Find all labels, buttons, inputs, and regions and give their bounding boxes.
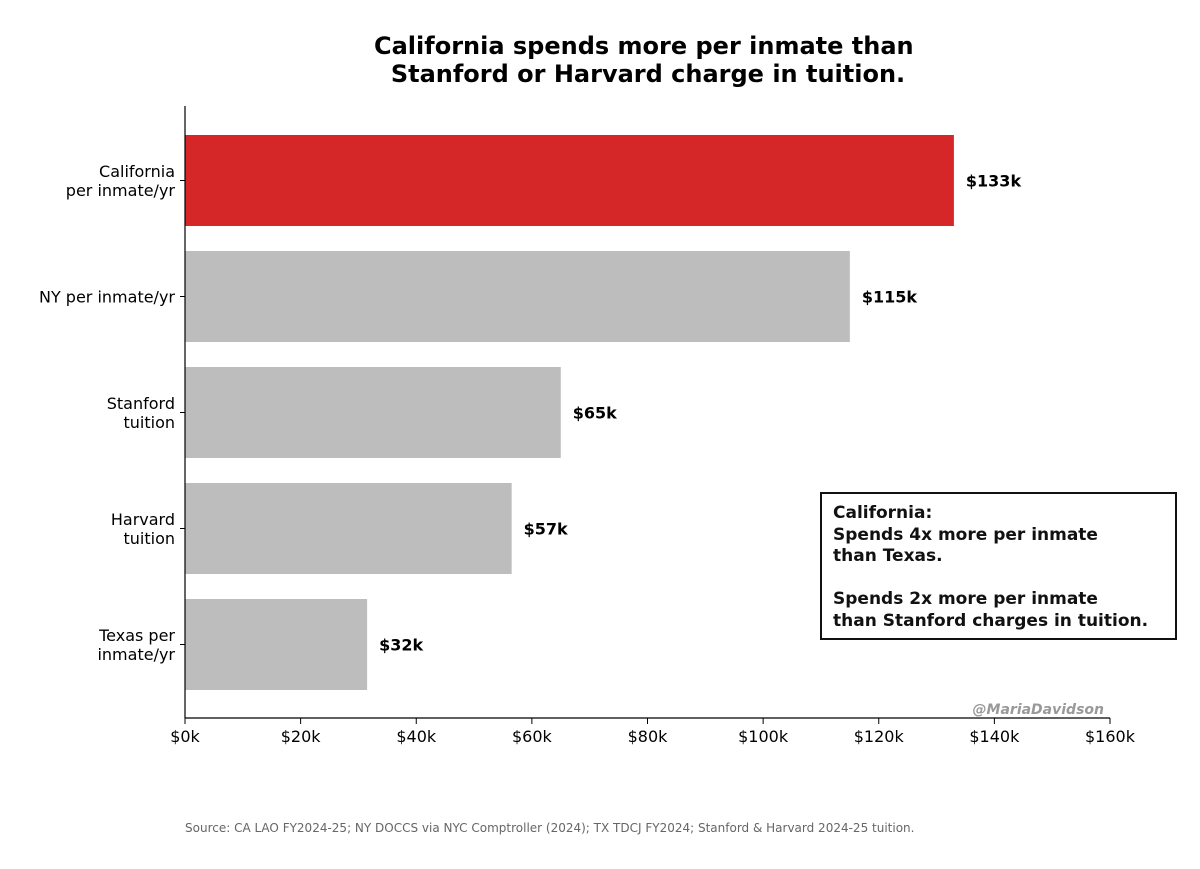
bar-2 (185, 367, 561, 458)
x-tick-label-6: $120k (854, 727, 905, 746)
annotation-line-1: California: (833, 503, 932, 523)
value-label-1: $115k (862, 288, 918, 307)
bar-1 (185, 251, 850, 342)
annotation-line-3: than Texas. (833, 546, 943, 566)
category-label-2-line-1: tuition (123, 413, 175, 432)
x-tick-label-1: $20k (281, 727, 322, 746)
annotation-line-2: Spends 4x more per inmate (833, 525, 1098, 545)
x-tick-label-8: $160k (1085, 727, 1136, 746)
category-label-4-line-0: Texas per (98, 626, 175, 645)
value-label-2: $65k (573, 404, 617, 423)
annotation-frame (820, 492, 1177, 640)
source-note: Source: CA LAO FY2024-25; NY DOCCS via N… (185, 821, 914, 835)
category-labels: California per inmate/yr NY per inmate/yr S… (39, 162, 185, 664)
bars (185, 135, 954, 690)
category-label-0-line-0: California (99, 162, 175, 181)
value-label-3: $57k (524, 520, 568, 539)
category-label-3-line-0: Harvard (111, 510, 175, 529)
category-label-1-line-0: NY per inmate/yr (39, 288, 175, 307)
category-label-1: NY per inmate/yr (39, 288, 175, 307)
annotation-box: California: Spends 4x more per inmate th… (820, 492, 1177, 640)
x-tick-label-0: $0k (170, 727, 200, 746)
watermark: @MariaDavidson (973, 702, 1104, 718)
bar-0 (185, 135, 954, 226)
x-tick-label-4: $80k (628, 727, 669, 746)
annotation-line-5: Spends 2x more per inmate (833, 589, 1098, 609)
x-tick-label-5: $100k (738, 727, 789, 746)
annotation-line-6: than Stanford charges in tuition. (833, 611, 1148, 631)
x-tick-label-2: $40k (396, 727, 437, 746)
chart-title-line-2: Stanford or Harvard charge in tuition. (391, 60, 905, 88)
category-label-4: Texas per inmate/yr (97, 626, 175, 664)
category-label-3: Harvard tuition (111, 510, 175, 548)
chart-title: California spends more per inmate than S… (374, 32, 922, 88)
value-label-4: $32k (379, 636, 423, 655)
x-tick-label-7: $140k (969, 727, 1020, 746)
x-axis-ticks: $0k $20k $40k $60k $80k $100k $120k $140k $160k (170, 718, 1136, 746)
category-label-4-line-1: inmate/yr (97, 645, 175, 664)
bar-4 (185, 599, 368, 690)
value-labels: $133k $115k $65k $57k $32k (379, 172, 1021, 655)
category-label-0-line-1: per inmate/yr (66, 181, 176, 200)
category-label-3-line-1: tuition (123, 529, 175, 548)
bar-3 (185, 483, 512, 574)
value-label-0: $133k (966, 172, 1022, 191)
category-label-0: California per inmate/yr (66, 162, 176, 200)
category-label-2: Stanford tuition (107, 394, 175, 432)
chart-title-line-1: California spends more per inmate than (374, 32, 914, 60)
x-tick-label-3: $60k (512, 727, 553, 746)
category-label-2-line-0: Stanford (107, 394, 175, 413)
